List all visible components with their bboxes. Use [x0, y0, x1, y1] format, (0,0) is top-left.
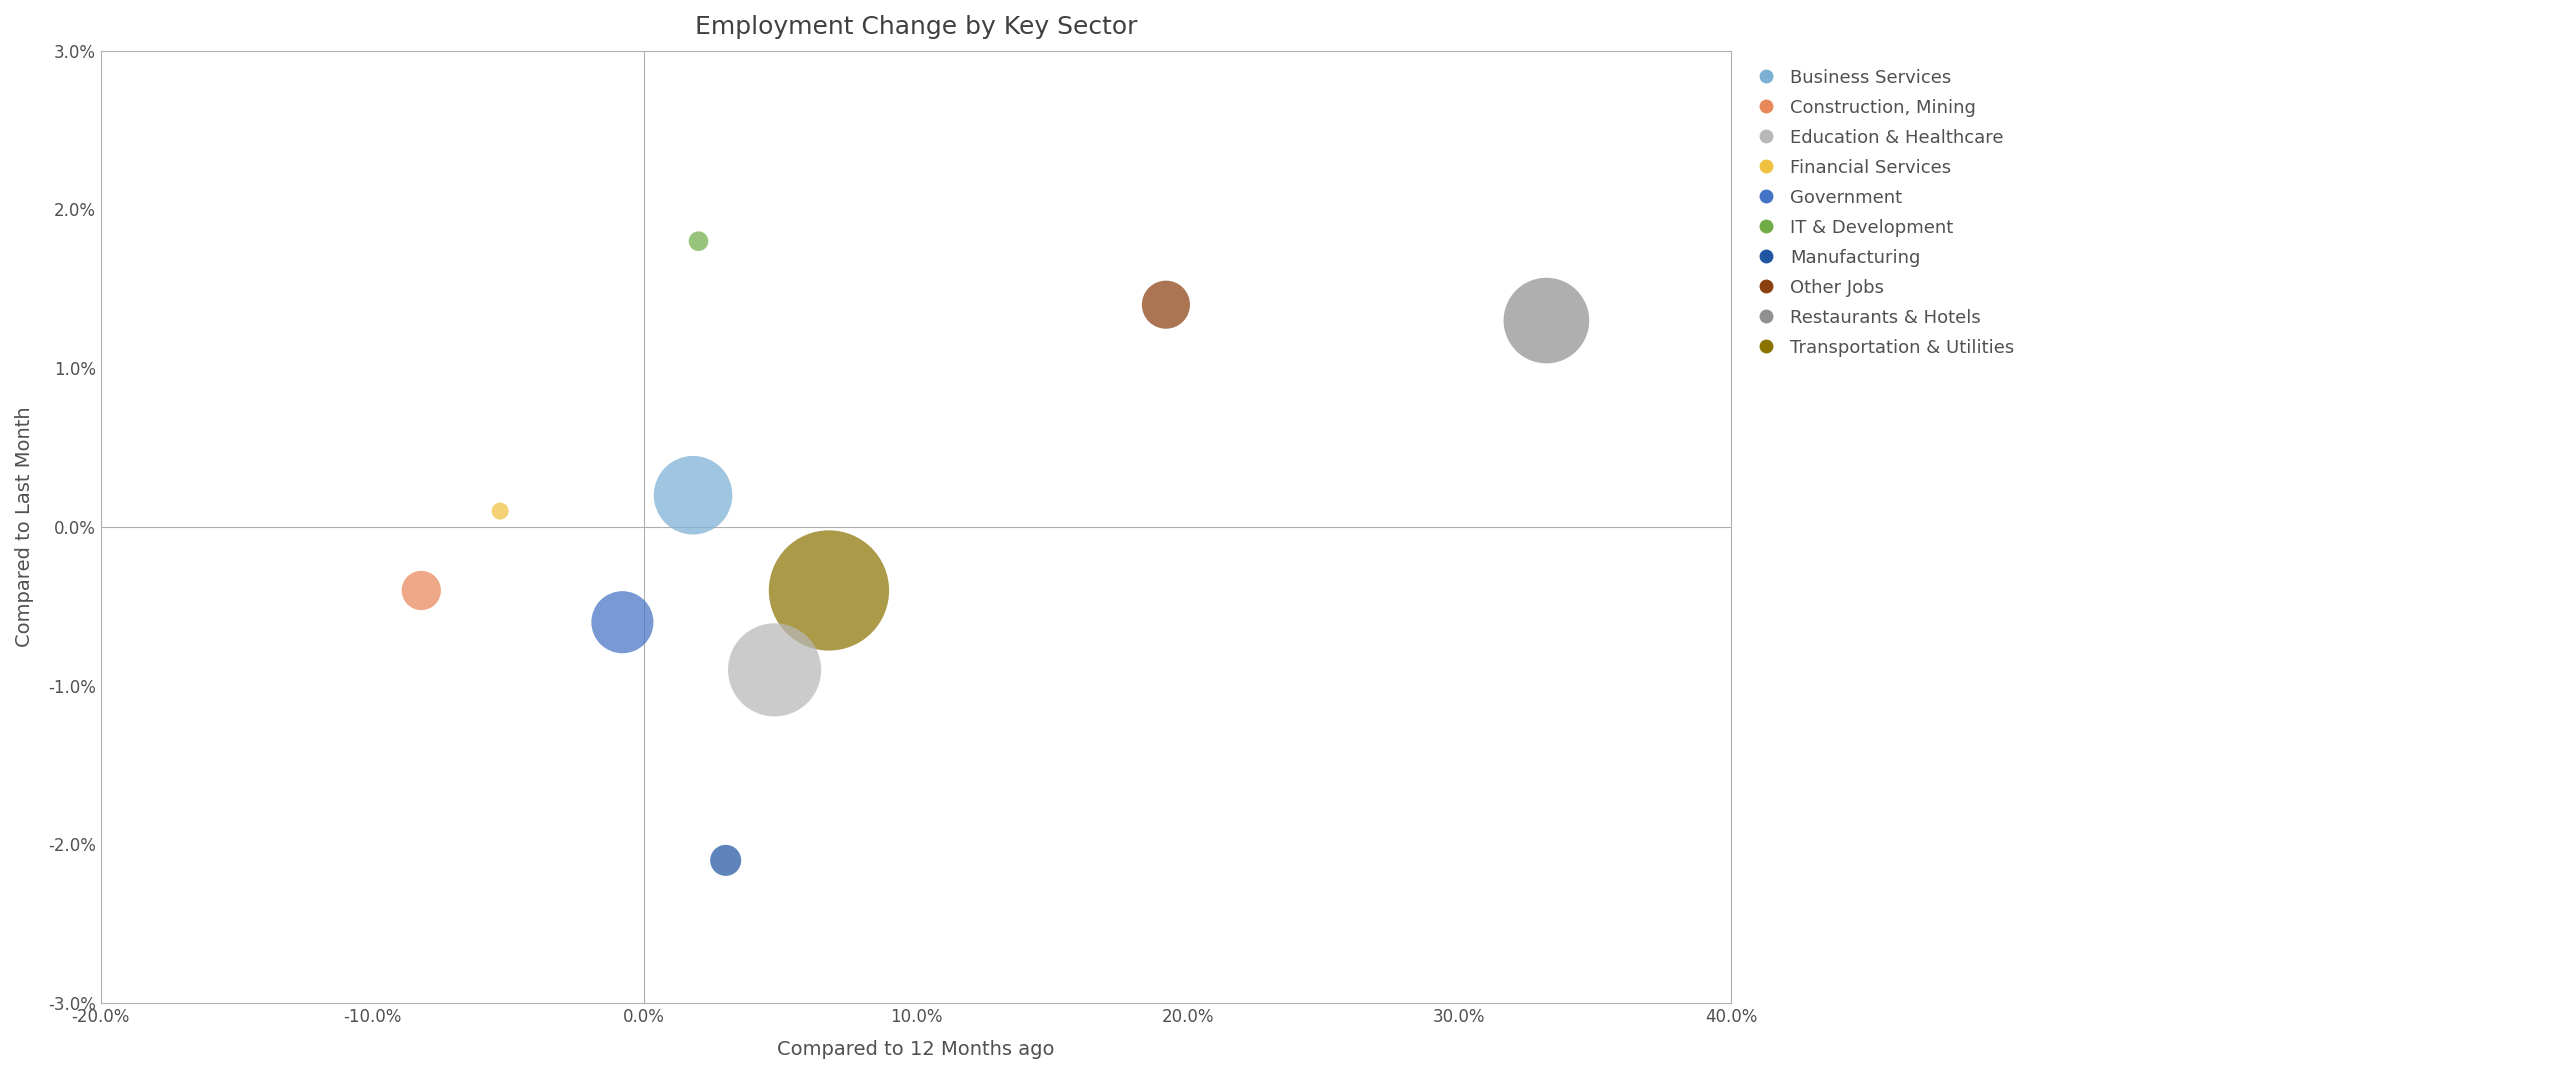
- Point: [480, 503, 521, 520]
- Point: [754, 662, 795, 679]
- Point: [603, 613, 644, 630]
- Point: [706, 852, 747, 869]
- Point: [672, 487, 713, 504]
- Y-axis label: Compared to Last Month: Compared to Last Month: [15, 407, 33, 648]
- Point: [808, 582, 849, 599]
- Point: [400, 582, 441, 599]
- Point: [1527, 311, 1568, 329]
- Point: [1144, 296, 1185, 314]
- Title: Employment Change by Key Sector: Employment Change by Key Sector: [695, 15, 1137, 39]
- Point: [677, 233, 718, 250]
- Legend: Business Services, Construction, Mining, Education & Healthcare, Financial Servi: Business Services, Construction, Mining,…: [1747, 60, 2022, 366]
- X-axis label: Compared to 12 Months ago: Compared to 12 Months ago: [777, 1040, 1055, 1059]
